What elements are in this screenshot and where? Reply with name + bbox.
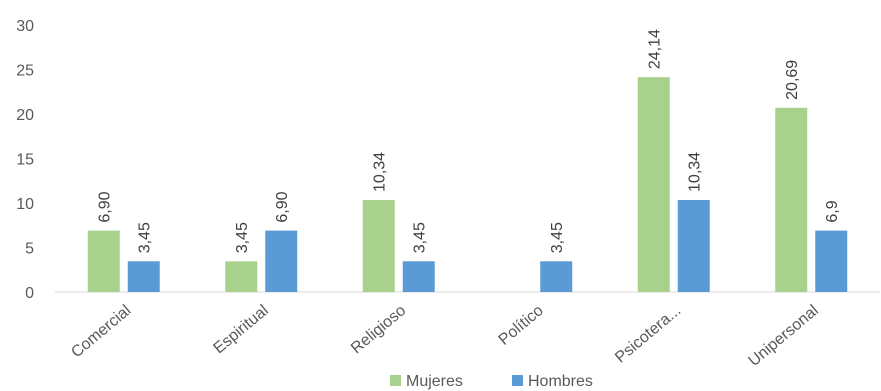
y-tick-label: 15	[16, 152, 34, 169]
data-label: 6,90	[274, 191, 291, 222]
y-tick-label: 25	[16, 63, 34, 80]
data-label: 6,9	[824, 200, 841, 222]
legend-label-hombres: Hombres	[528, 373, 593, 390]
category-label: Espiritual	[210, 302, 271, 357]
legend: Mujeres Hombres	[390, 373, 593, 390]
bar-hombres-1	[265, 230, 298, 292]
bar-hombres-5	[815, 230, 848, 292]
bar-hombres-4	[677, 199, 710, 292]
data-label: 10,34	[372, 152, 389, 192]
category-label: Unipersonal	[745, 302, 821, 370]
y-tick-label: 0	[25, 285, 34, 302]
data-label: 3,45	[549, 222, 566, 253]
category-labels-group: Comercial Espiritual Religioso Político Psic…	[68, 302, 822, 370]
category-label: Psicotera...	[612, 302, 684, 366]
bar-mujeres-5	[775, 107, 808, 292]
bar-mujeres-1	[225, 261, 258, 292]
data-label: 3,45	[412, 222, 429, 253]
y-tick-label: 5	[25, 241, 34, 258]
data-label: 10,34	[687, 152, 704, 192]
bar-mujeres-0	[87, 230, 120, 292]
bar-mujeres-4	[637, 77, 670, 293]
data-label: 3,45	[234, 222, 251, 253]
category-label: Comercial	[68, 302, 134, 361]
bar-mujeres-2	[362, 199, 395, 292]
data-label: 24,14	[647, 29, 664, 69]
bar-hombres-2	[402, 261, 435, 292]
bar-hombres-3	[540, 261, 573, 292]
legend-label-mujeres: Mujeres	[406, 373, 463, 390]
y-tick-label: 10	[16, 196, 34, 213]
bar-hombres-0	[127, 261, 160, 292]
data-label: 20,69	[784, 60, 801, 100]
category-label: Político	[496, 302, 547, 349]
legend-swatch-hombres	[512, 375, 523, 386]
bars-group	[87, 77, 848, 293]
data-label: 6,90	[97, 191, 114, 222]
y-tick-label: 20	[16, 107, 34, 124]
y-tick-label: 30	[16, 18, 34, 35]
legend-swatch-mujeres	[390, 375, 401, 386]
category-label: Religioso	[348, 302, 409, 357]
data-label: 3,45	[137, 222, 154, 253]
y-axis-ticks: 0 5 10 15 20 25 30	[16, 18, 34, 302]
data-labels-group: 6,90 3,45 3,45 6,90 10,34 3,45 3,45 24,14 10,34 2…	[97, 29, 842, 253]
